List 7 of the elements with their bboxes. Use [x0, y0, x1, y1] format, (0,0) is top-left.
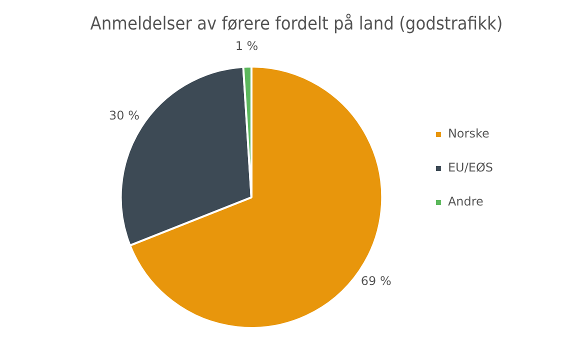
data-label: 30 %	[108, 108, 140, 123]
legend-label: Andre	[448, 194, 484, 209]
legend-label: Norske	[448, 126, 490, 141]
legend-label: EU/EØS	[448, 160, 494, 175]
chart-title: Anmeldelser av førere fordelt på land (godstrafikk)	[90, 12, 503, 35]
data-label: 1 %	[235, 38, 258, 53]
data-label: 69 %	[360, 274, 392, 288]
